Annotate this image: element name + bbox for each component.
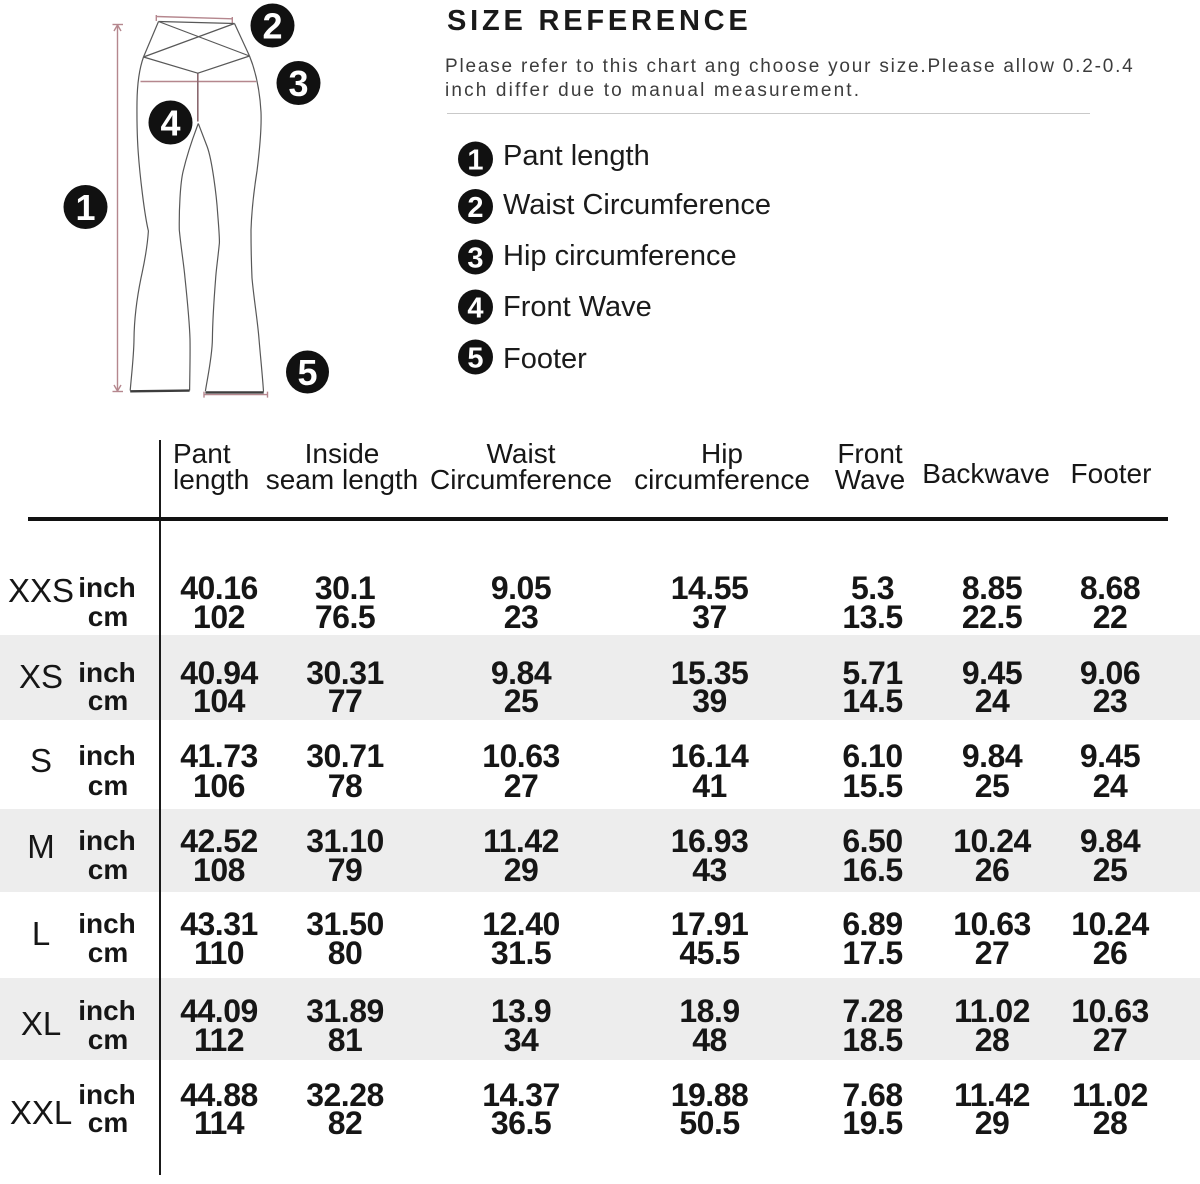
svg-text:4: 4: [160, 103, 180, 144]
svg-text:1: 1: [75, 187, 95, 228]
svg-text:2: 2: [262, 6, 282, 47]
svg-text:3: 3: [467, 243, 483, 275]
svg-text:5: 5: [297, 352, 317, 393]
svg-text:4: 4: [467, 293, 483, 325]
svg-text:2: 2: [467, 192, 483, 224]
svg-text:3: 3: [288, 63, 308, 104]
svg-text:5: 5: [467, 343, 483, 375]
svg-text:1: 1: [467, 145, 483, 177]
